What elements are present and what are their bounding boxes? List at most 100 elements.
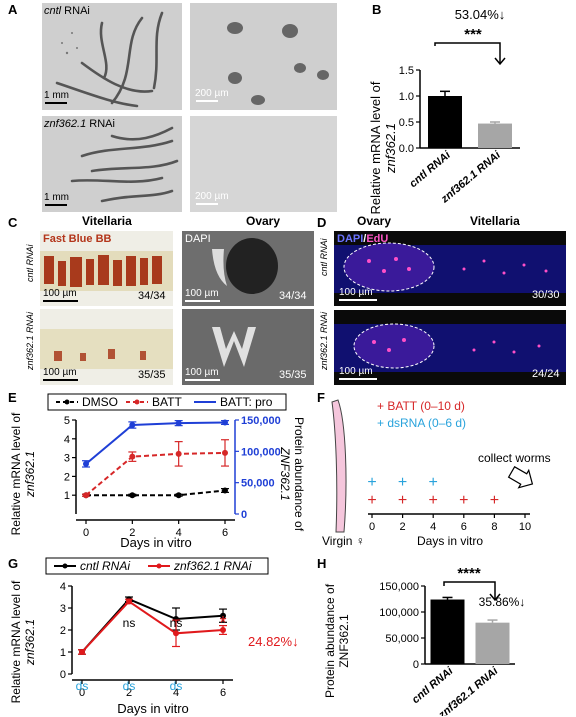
data-point xyxy=(222,449,228,456)
panel-g-axes: 0 2 4 6 0 1 2 3 4 xyxy=(60,581,233,699)
batt-marker: + xyxy=(367,492,376,509)
scale-bar xyxy=(185,300,220,302)
arrow-down-icon xyxy=(494,57,506,66)
scale-bar xyxy=(196,100,218,102)
panel-g-ds-4: ds xyxy=(170,679,183,693)
y-tick-label: 0 xyxy=(60,669,66,681)
x-tick-label: 4 xyxy=(173,687,179,699)
panel-a-scale-right-2: 200 µm xyxy=(195,191,229,202)
panel-c-stain2: DAPI xyxy=(185,233,211,245)
panel-c-row2: znf362.1 RNAi xyxy=(25,311,35,370)
data-point xyxy=(129,422,136,429)
panel-d-count-r2: 24/24 xyxy=(532,368,560,380)
scale-bar xyxy=(43,379,78,381)
data-point xyxy=(175,450,182,457)
series-line xyxy=(85,421,226,465)
panel-a-cntl-eggs-image: 200 µm xyxy=(190,3,337,110)
panel-b-chart: 53.04%↓ *** 0.0 0.5 1.0 1.5 cntl RNAi znf362… xyxy=(370,8,520,214)
panel-a-znf-eggs-image: 200 µm xyxy=(190,116,337,212)
worms-drawing xyxy=(55,11,164,108)
panel-c-vitellaria-znf: 100 µm 35/35 xyxy=(40,309,173,385)
y-tick-label: 50,000 xyxy=(385,633,419,645)
panel-f-virgin: Virgin ♀ xyxy=(322,534,365,548)
y-tick-label: 3 xyxy=(60,603,66,615)
panel-c-scale-2: 100 µm xyxy=(185,288,219,299)
dsrna-marker: + xyxy=(398,474,407,491)
panel-f-label: F xyxy=(317,390,325,405)
significance-bracket xyxy=(443,581,496,599)
x-tick-label: 6 xyxy=(222,527,228,539)
panel-c-vitellaria-cntl: Fast Blue BB 100 µm 34/34 xyxy=(40,231,173,306)
panel-d-stain-dapi: DAPI xyxy=(337,233,364,245)
panel-b-axes: 0.0 0.5 1.0 1.5 xyxy=(399,65,520,155)
panel-f-diagram: + BATT (0–10 d) + dsRNA (0–6 d) collect … xyxy=(322,399,551,548)
x-tick-label: 2 xyxy=(129,527,135,539)
legend-cntl: cntl RNAi xyxy=(80,559,130,573)
panel-a-scale-right: 200 µm xyxy=(195,88,229,99)
panel-e-chart: DMSO BATT BATT: pro 0 2 4 6 1 2 3 4 5 0 50,000 100,… xyxy=(9,393,306,550)
scale-bar xyxy=(185,379,220,381)
y2-tick-label: 0 xyxy=(241,509,247,521)
panel-g-xlabel: Days in vitro xyxy=(117,701,189,716)
panel-b-ylabel-2: znf362.1 xyxy=(383,123,398,174)
legend-batt: BATT xyxy=(152,395,182,409)
data-point xyxy=(83,460,89,467)
legend-box xyxy=(45,557,269,575)
panel-a-scale-left: 1 mm xyxy=(44,90,69,101)
panel-h-percent: 35.86%↓ xyxy=(479,595,526,609)
y-tick-label: 0 xyxy=(413,659,419,671)
y-tick-label: 5 xyxy=(64,415,70,427)
panel-d-cntl-image: DAPI/EdU 100 µm 30/30 xyxy=(334,231,566,306)
panel-b-annotation: 53.04%↓ xyxy=(455,8,506,22)
panel-c-label: C xyxy=(8,215,18,230)
panel-d-label: D xyxy=(317,215,327,230)
eggs-drawing xyxy=(227,22,329,105)
panel-g-ns1: ns xyxy=(123,616,136,630)
panel-g-star: * xyxy=(219,613,226,633)
panel-d-col1: Ovary xyxy=(357,214,392,228)
panel-f-collect: collect worms xyxy=(478,451,551,465)
batt-marker: + xyxy=(490,492,499,509)
panel-d-count-r1: 30/30 xyxy=(532,289,560,301)
y2-tick-label: 150,000 xyxy=(241,415,281,427)
panel-c-col2: Ovary xyxy=(246,214,281,228)
legend-marker xyxy=(64,399,70,405)
ovary-dapi-drawing xyxy=(182,231,314,306)
legend-marker xyxy=(134,399,140,405)
panel-c-scale-3: 100 µm xyxy=(43,367,77,378)
edu-stain-drawing xyxy=(334,242,566,293)
panel-g-ylabel-1: Relative mRNA level of xyxy=(9,580,23,703)
y-tick-label: 1 xyxy=(60,647,66,659)
panel-h-ylabel-2: ZNF362.1 xyxy=(337,614,351,668)
ovary-dapi-drawing xyxy=(182,309,314,385)
panel-c-row1: cntl RNAi xyxy=(25,244,35,282)
arrow-down-right-icon xyxy=(507,465,534,489)
bar xyxy=(478,123,512,148)
timeline-tick-label: 8 xyxy=(491,521,497,533)
panel-e-ylabel-2: znf362.1 xyxy=(23,451,37,498)
panel-a-row2-suffix: RNAi xyxy=(86,118,115,130)
x-tick-label: 0 xyxy=(83,527,89,539)
arrow-down-icon xyxy=(489,593,501,602)
panel-b-label: B xyxy=(372,2,382,17)
legend-dmso: DMSO xyxy=(82,395,118,409)
timeline-tick-label: 0 xyxy=(369,521,375,533)
data-point xyxy=(175,420,182,427)
panel-c-count-r1c1: 34/34 xyxy=(138,290,166,302)
legend-box xyxy=(47,393,287,411)
series-line xyxy=(81,600,224,653)
scale-bar xyxy=(339,299,377,301)
panel-f-timeline: 0 2 4 6 8 10+ + ++ + + + + xyxy=(367,474,531,533)
batt-marker: + xyxy=(459,492,468,509)
bar xyxy=(428,96,462,148)
panel-d-col2: Vitellaria xyxy=(470,214,520,228)
panel-e-y2label-1: Protein abundance of xyxy=(292,417,306,532)
panel-d-znf-image: 100 µm 24/24 xyxy=(334,310,566,385)
data-point xyxy=(220,627,226,633)
legend-batt-pro: BATT: pro xyxy=(220,395,273,409)
timeline-tick-label: 2 xyxy=(400,521,406,533)
x-tick-label: cntl RNAi xyxy=(407,148,453,190)
panel-g-ds-2: ds xyxy=(123,679,136,693)
panel-c-col1: Vitellaria xyxy=(82,214,132,228)
panel-e-xlabel: Days in vitro xyxy=(120,535,192,550)
